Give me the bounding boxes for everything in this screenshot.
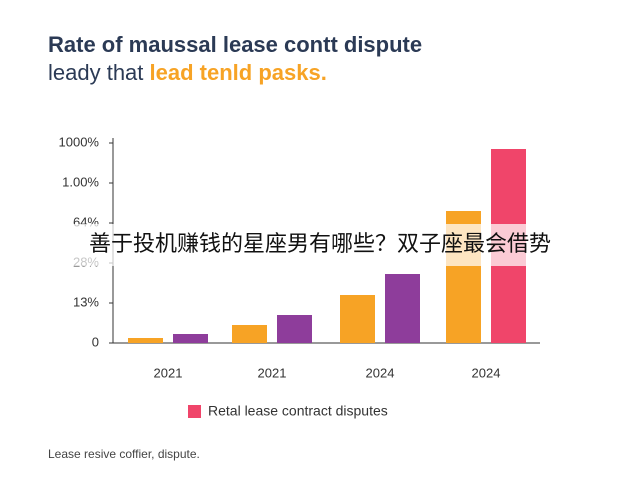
x-tick-label: 2021 <box>154 365 183 380</box>
subtitle-highlight: lead tenld pasks. <box>150 60 327 85</box>
bar <box>232 325 267 343</box>
y-tick-label: 1.00% <box>62 174 99 189</box>
chart-title: Rate of maussal lease contt dispute <box>48 32 422 57</box>
overlay-band <box>0 224 640 266</box>
bar <box>173 334 208 343</box>
footnote: Lease resive coffier, dispute. <box>48 447 200 461</box>
x-tick-label: 2024 <box>366 365 395 380</box>
y-tick-label: 1000% <box>59 134 100 149</box>
bar <box>128 338 163 343</box>
legend-swatch <box>188 405 201 418</box>
bar <box>277 315 312 343</box>
bar <box>340 295 375 343</box>
subtitle-text: leady that <box>48 60 150 85</box>
legend-label: Retal lease contract disputes <box>208 403 388 419</box>
y-tick-label: 0 <box>92 334 99 349</box>
bar <box>385 274 420 343</box>
y-tick-label: 13% <box>73 294 99 309</box>
overlay-text: 善于投机赚钱的星座男有哪些？双子座最会借势 <box>89 232 551 257</box>
x-tick-label: 2024 <box>472 365 501 380</box>
chart-subtitle: leady that lead tenld pasks. <box>48 60 327 85</box>
x-tick-label: 2021 <box>258 365 287 380</box>
